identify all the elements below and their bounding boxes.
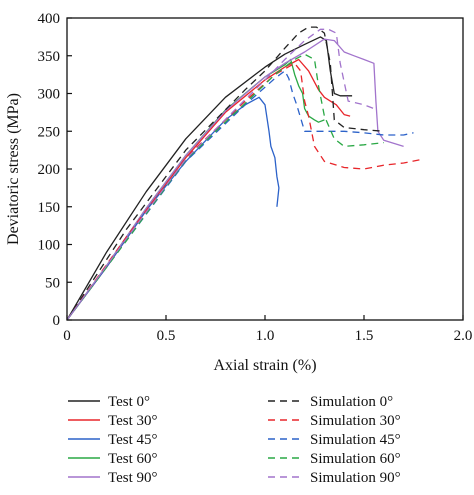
- series-line-test-3: [66, 58, 325, 321]
- x-tick-label: 0: [63, 328, 71, 344]
- plot-frame: [66, 17, 464, 321]
- legend-label: Simulation 45°: [310, 432, 401, 448]
- x-tick-label: 2.0: [454, 328, 473, 344]
- series-line-simulation-9: [66, 28, 375, 321]
- series-line-simulation-5: [66, 26, 384, 321]
- y-tick-label: 50: [45, 275, 60, 291]
- legend-label: Simulation 0°: [310, 394, 393, 410]
- series-line-simulation-7: [66, 70, 414, 321]
- y-tick-label: 100: [38, 238, 61, 254]
- y-tick-label: 250: [38, 124, 61, 140]
- series-line-test-1: [66, 58, 351, 321]
- series-line-test-0: [66, 36, 353, 321]
- x-tick-label: 1.5: [355, 328, 374, 344]
- legend-label: Test 0°: [108, 394, 150, 410]
- x-tick-label: 1.0: [256, 328, 275, 344]
- plot-lines: [66, 26, 420, 321]
- y-tick-label: 350: [38, 49, 61, 65]
- x-axis-ticks: 0 0.5 1.0 1.5 2.0: [63, 315, 472, 344]
- legend-label: Test 45°: [108, 432, 158, 448]
- y-tick-label: 400: [38, 11, 61, 27]
- legend-label: Test 60°: [108, 451, 158, 467]
- series-line-test-2: [66, 96, 280, 321]
- y-tick-label: 200: [38, 162, 61, 178]
- legend-label: Simulation 60°: [310, 451, 401, 467]
- y-tick-label: 150: [38, 200, 61, 216]
- legend-label: Simulation 30°: [310, 413, 401, 429]
- legend: Test 0° Test 30° Test 45° Test 60° Test 90° S…: [68, 394, 401, 486]
- y-axis-ticks: 0 50 100 150 200 250 300 350 400: [38, 11, 72, 329]
- legend-label: Test 90°: [108, 470, 158, 486]
- x-tick-label: 0.5: [157, 328, 176, 344]
- y-tick-label: 300: [38, 87, 61, 103]
- legend-label: Simulation 90°: [310, 470, 401, 486]
- x-axis-title: Axial strain (%): [213, 357, 316, 374]
- series-line-test-4: [66, 38, 404, 321]
- y-tick-label: 0: [53, 313, 61, 329]
- legend-label: Test 30°: [108, 413, 158, 429]
- series-line-simulation-8: [66, 53, 384, 321]
- y-axis-title: Deviatoric stress (MPa): [5, 93, 22, 245]
